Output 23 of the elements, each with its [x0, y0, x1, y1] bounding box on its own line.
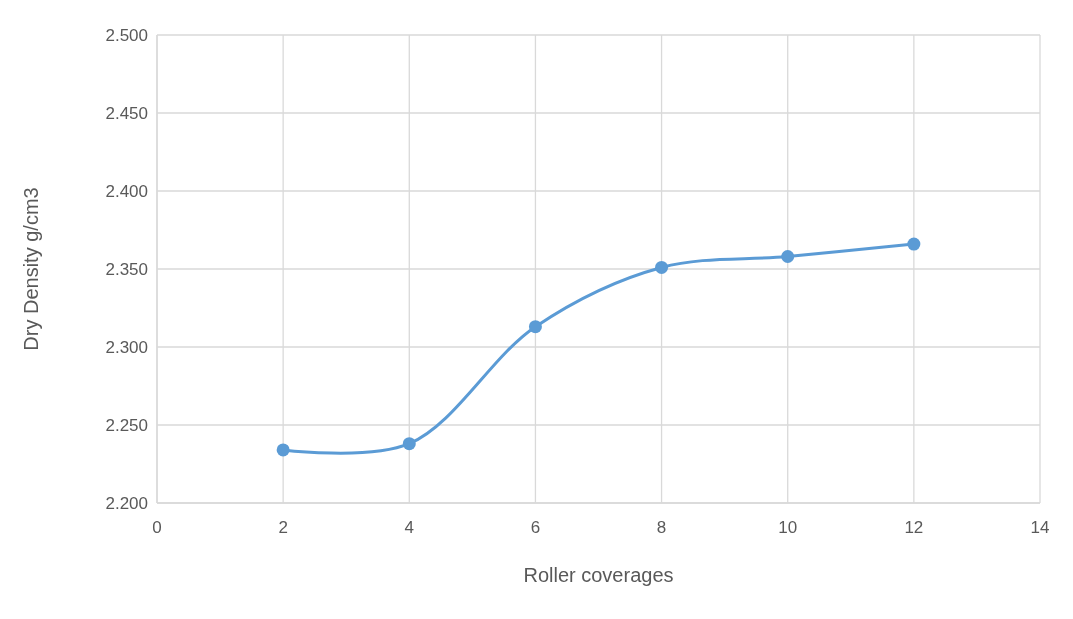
y-tick-label: 2.350 — [105, 259, 148, 279]
x-tick-label: 8 — [656, 518, 667, 537]
y-tick-label: 2.200 — [105, 493, 148, 513]
point — [276, 443, 290, 457]
x-tick-label: 4 — [404, 518, 415, 537]
point — [781, 250, 795, 264]
point — [402, 437, 416, 451]
y-tick-label: 2.300 — [105, 337, 148, 357]
x-tick-label: 0 — [152, 518, 162, 537]
x-tick-label: 6 — [530, 518, 541, 537]
x-tick-label: 10 — [778, 518, 798, 537]
x-axis-title: Roller coverages — [523, 564, 674, 586]
y-axis-title: Dry Density g/cm3 — [20, 187, 42, 351]
point — [907, 237, 921, 251]
x-tick-label: 12 — [904, 518, 924, 537]
point — [528, 320, 542, 334]
x-tick-label: 2 — [278, 518, 288, 537]
y-tick-label: 2.400 — [105, 181, 148, 201]
y-tick-label: 2.250 — [105, 415, 148, 435]
y-tick-label: 2.500 — [105, 25, 148, 45]
x-tick-label: 14 — [1030, 518, 1050, 537]
y-tick-label: 2.450 — [105, 103, 148, 123]
point — [655, 260, 669, 274]
